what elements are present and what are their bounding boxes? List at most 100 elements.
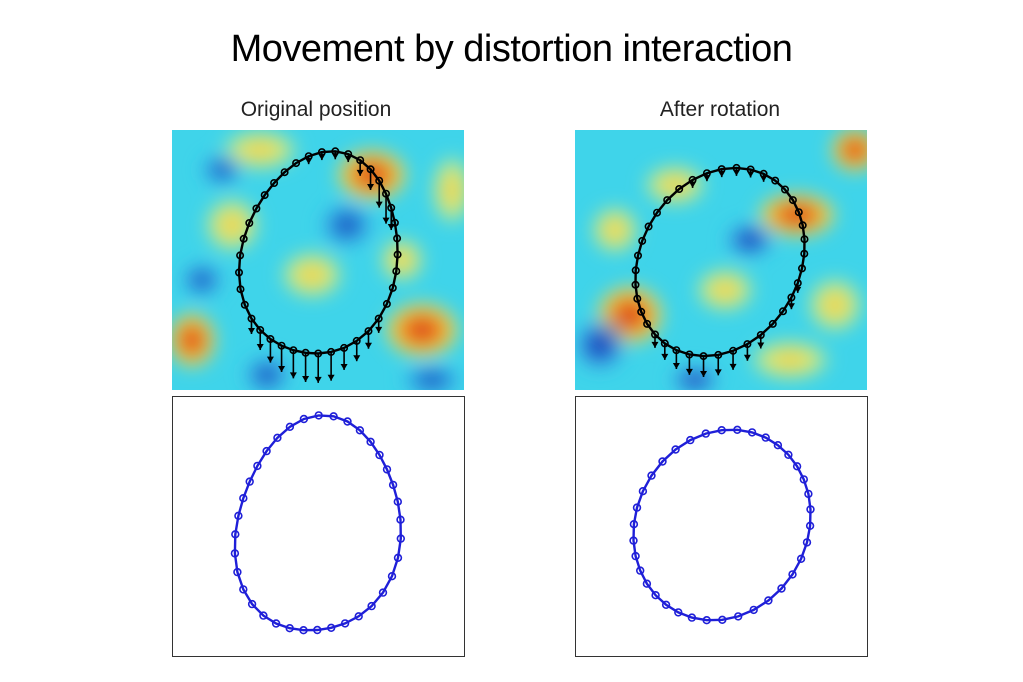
- force-arrow-head: [356, 169, 364, 176]
- contour-node: [245, 219, 254, 228]
- contour-node: [366, 437, 375, 446]
- heatmap-rotated: [575, 130, 867, 390]
- contour-node: [777, 584, 786, 593]
- force-arrow-head: [353, 355, 361, 362]
- contour-node: [340, 619, 350, 628]
- contour-node: [378, 588, 388, 597]
- contour-node: [280, 168, 289, 177]
- label-after-rotation: After rotation: [659, 98, 781, 121]
- force-arrow-head: [729, 363, 737, 370]
- contour-node: [651, 591, 660, 600]
- contour-node: [253, 461, 262, 471]
- contour-node: [230, 549, 240, 558]
- contour-node: [794, 208, 803, 217]
- contour-node: [687, 613, 697, 622]
- force-arrow-head: [651, 341, 659, 348]
- contour-node: [671, 445, 680, 454]
- contour-blue-rotated: [629, 425, 815, 625]
- force-arrow-head: [256, 344, 264, 351]
- contour-node: [779, 307, 788, 316]
- force-arrow-head: [689, 181, 697, 188]
- contour-node: [800, 249, 809, 258]
- force-arrow-head: [714, 369, 722, 376]
- force-arrow-head: [743, 354, 751, 361]
- contour-node: [781, 185, 790, 194]
- contour-node: [393, 234, 402, 243]
- contour-node: [343, 417, 352, 426]
- contour-node: [313, 625, 322, 635]
- contour-node: [637, 307, 646, 316]
- contour-node: [653, 208, 662, 217]
- contour-node: [240, 300, 249, 309]
- contour-node: [768, 319, 777, 328]
- force-arrow-head: [718, 171, 726, 178]
- contour-line: [634, 166, 806, 358]
- contour-node: [674, 608, 683, 617]
- force-arrow-head: [305, 158, 313, 165]
- contour-node: [271, 619, 281, 628]
- contour-node: [734, 612, 743, 621]
- contour-node: [382, 465, 392, 474]
- force-arrow-head: [700, 370, 708, 377]
- force-arrow-head: [278, 365, 286, 372]
- contour-node: [236, 251, 245, 260]
- force-arrow-head: [367, 183, 375, 190]
- contour-node: [388, 283, 397, 292]
- contour-node: [387, 572, 397, 581]
- contour-node: [647, 471, 656, 480]
- force-arrow-head: [757, 342, 765, 349]
- force-arrow-head: [661, 353, 669, 360]
- force-arrow-head: [375, 201, 383, 208]
- force-arrow-head: [314, 376, 322, 383]
- contour-node: [642, 579, 652, 588]
- contour-node: [788, 570, 797, 579]
- contour-node: [635, 566, 645, 575]
- contour-node: [701, 429, 711, 438]
- contour-node: [632, 503, 642, 512]
- force-arrow-head: [364, 342, 372, 349]
- contour-node: [292, 159, 301, 168]
- contour-node: [259, 611, 268, 620]
- force-arrow-head: [685, 368, 693, 375]
- contour-node: [643, 319, 652, 328]
- force-arrow-head: [794, 286, 802, 293]
- field-blobs: [172, 130, 464, 390]
- contour-rotated: [629, 425, 815, 625]
- force-arrow-head: [331, 153, 339, 160]
- contour-node: [717, 426, 726, 435]
- force-arrow-head: [344, 156, 352, 163]
- slide-title: Movement by distortion interaction: [230, 28, 793, 70]
- contour-blue-original: [230, 411, 406, 635]
- contour-node: [804, 489, 813, 499]
- contour-node: [329, 412, 338, 421]
- contour-original: [230, 411, 406, 635]
- label-original-position: Original position: [240, 98, 392, 121]
- contour-node: [799, 475, 809, 484]
- contour-node: [675, 184, 684, 193]
- contour-node: [644, 222, 653, 231]
- field-blobs: [575, 130, 867, 390]
- contour-node: [375, 450, 384, 460]
- contour-node: [631, 266, 640, 275]
- contour-node: [761, 433, 770, 442]
- contour-node: [638, 486, 648, 496]
- contour-node: [355, 426, 365, 435]
- contour-node: [273, 433, 282, 442]
- contour-node: [262, 446, 271, 456]
- contour-rotated-panel: [575, 396, 868, 657]
- contour-node: [663, 196, 672, 205]
- contour-node: [285, 624, 294, 633]
- contour-node: [327, 623, 336, 633]
- contour-node: [633, 294, 642, 303]
- force-arrow-head: [760, 175, 768, 182]
- contour-node: [631, 551, 640, 561]
- force-arrow-head: [247, 327, 255, 334]
- contour-line: [632, 428, 812, 622]
- contour-line: [237, 150, 399, 355]
- contour-node: [686, 435, 695, 445]
- contour-black-rotated: [631, 163, 809, 377]
- contour-node: [393, 553, 403, 563]
- contour-node: [396, 515, 405, 524]
- force-arrow-head: [375, 326, 383, 333]
- contour-node: [239, 493, 248, 503]
